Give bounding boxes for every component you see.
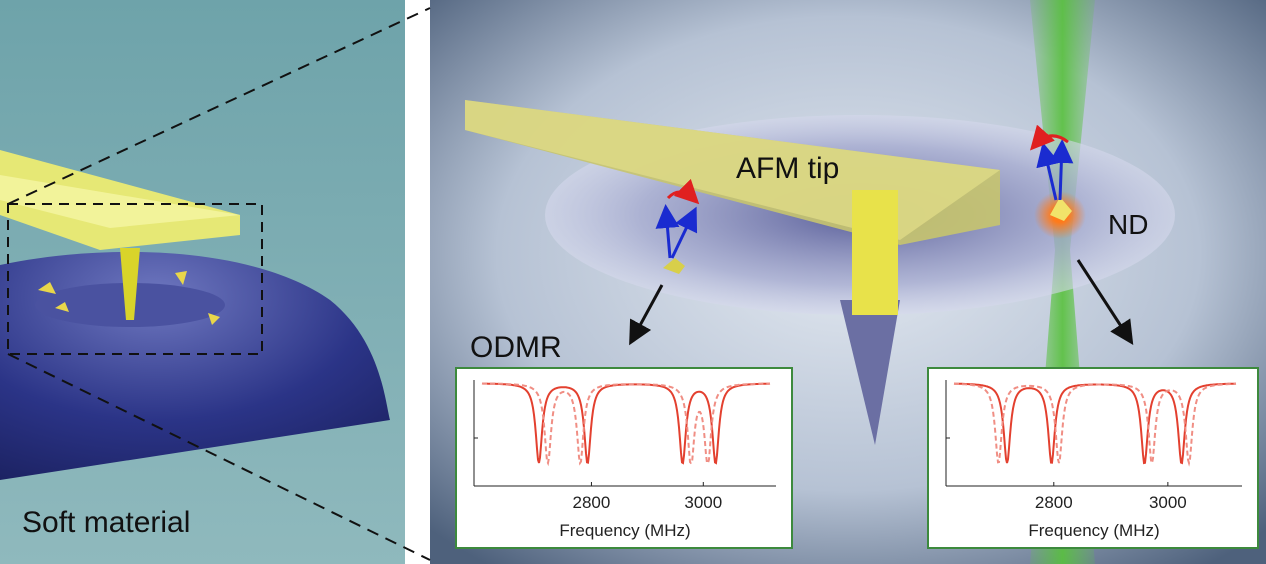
label-nd: ND <box>1108 209 1148 240</box>
x-tick-label: 2800 <box>1035 493 1073 512</box>
afm-tip-body <box>852 190 898 315</box>
figure: Soft material AFM tip ND ODMR 2800 3000 Fr… <box>0 0 1266 564</box>
label-afm-tip: AFM tip <box>736 152 839 185</box>
x-axis-label: Frequency (MHz) <box>1028 521 1159 540</box>
x-tick-label: 2800 <box>573 493 611 512</box>
label-soft-material: Soft material <box>22 506 190 539</box>
label-odmr: ODMR <box>470 331 562 364</box>
x-tick-label: 3000 <box>684 493 722 512</box>
spin-arrow <box>1060 145 1062 200</box>
x-tick-label: 3000 <box>1149 493 1187 512</box>
page: Soft material AFM tip ND ODMR 2800 3000 Fr… <box>0 0 1266 564</box>
x-axis-label: Frequency (MHz) <box>559 521 690 540</box>
